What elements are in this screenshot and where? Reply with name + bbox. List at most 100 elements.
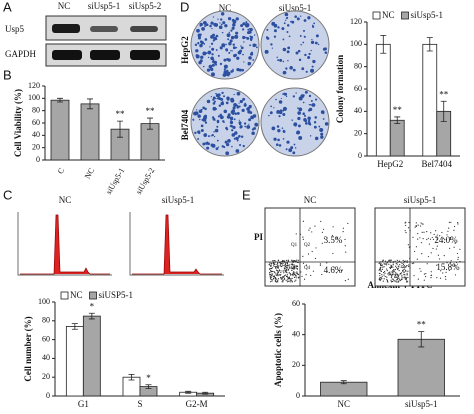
colony [282, 109, 285, 112]
event-dot [457, 222, 459, 224]
event-dot [392, 278, 394, 280]
event-dot [269, 271, 271, 274]
plate [260, 87, 330, 157]
event-dot [285, 266, 287, 268]
event-dot [413, 262, 415, 264]
colony [205, 133, 207, 135]
event-dot [292, 274, 294, 277]
colony [199, 44, 203, 48]
bar [82, 315, 101, 397]
event-dot [277, 266, 279, 268]
event-dot [430, 232, 432, 234]
event-dot [382, 272, 385, 274]
colony [204, 121, 208, 124]
colony [311, 24, 314, 27]
colony [197, 42, 200, 45]
column-label: siUsp5-1 [404, 195, 437, 205]
colony [225, 142, 230, 147]
event-dot [407, 276, 409, 279]
colony [322, 118, 325, 120]
colony [303, 114, 307, 117]
colony [319, 128, 324, 133]
event-dot [315, 247, 317, 249]
event-dot [285, 271, 287, 273]
event-dot [402, 267, 404, 269]
event-dot [378, 278, 380, 280]
colony [230, 50, 232, 52]
colony [229, 39, 233, 43]
colony [217, 115, 221, 118]
colony [215, 63, 218, 66]
colony [291, 20, 295, 24]
colony [311, 65, 314, 68]
band [52, 24, 80, 33]
colony [221, 43, 226, 47]
event-dot [417, 238, 419, 240]
colony [229, 125, 232, 127]
event-dot [287, 267, 289, 269]
event-dot [320, 220, 322, 223]
event-dot [283, 270, 285, 272]
y-tick-label: 100 [28, 93, 40, 102]
event-dot [402, 270, 404, 272]
colony [211, 63, 215, 67]
colony [223, 95, 226, 98]
event-dot [275, 273, 277, 275]
event-dot [307, 253, 310, 255]
colony [230, 119, 232, 121]
colony [282, 60, 285, 63]
event-dot [450, 259, 452, 262]
event-dot [446, 262, 448, 264]
colony [278, 100, 283, 104]
colony [314, 41, 318, 45]
error-bar [185, 390, 192, 394]
colony [276, 111, 279, 114]
event-dot [401, 265, 403, 267]
event-dot [285, 279, 287, 281]
event-dot [272, 260, 274, 262]
event-dot [449, 236, 451, 239]
event-dot [403, 274, 405, 276]
colony [286, 140, 290, 144]
event-dot [390, 259, 393, 261]
colony [223, 68, 226, 71]
colony [210, 67, 214, 72]
event-dot [411, 262, 413, 265]
event-dot [393, 271, 395, 273]
legend-swatch [60, 291, 69, 300]
colony [238, 134, 241, 138]
y-tick-label: 40 [354, 106, 362, 115]
event-dot [294, 280, 296, 282]
colony [246, 125, 251, 129]
colony [230, 97, 234, 102]
event-dot [269, 262, 271, 264]
event-dot [275, 274, 277, 277]
colony [230, 110, 235, 115]
colony [231, 118, 234, 121]
colony [200, 124, 204, 128]
colony [307, 16, 311, 20]
event-dot [395, 272, 397, 274]
event-dot [387, 281, 389, 283]
colony [251, 128, 255, 131]
event-dot [302, 255, 304, 258]
event-dot [392, 270, 394, 272]
event-dot [308, 229, 310, 231]
colony [282, 137, 285, 140]
y-tick-label: 60 [32, 118, 40, 127]
colony [225, 43, 227, 46]
colony [302, 101, 305, 104]
colony [219, 62, 223, 66]
colony [269, 111, 273, 115]
event-dot [379, 268, 381, 271]
colony [308, 94, 312, 98]
event-dot [391, 271, 393, 273]
event-dot [284, 267, 286, 270]
event-dot [277, 262, 279, 264]
event-dot [405, 260, 407, 262]
axis-label: PI [254, 232, 263, 242]
colony [283, 22, 286, 25]
error-bar [117, 120, 123, 138]
row-label: Bel7404 [180, 109, 190, 140]
event-dot [277, 278, 280, 280]
